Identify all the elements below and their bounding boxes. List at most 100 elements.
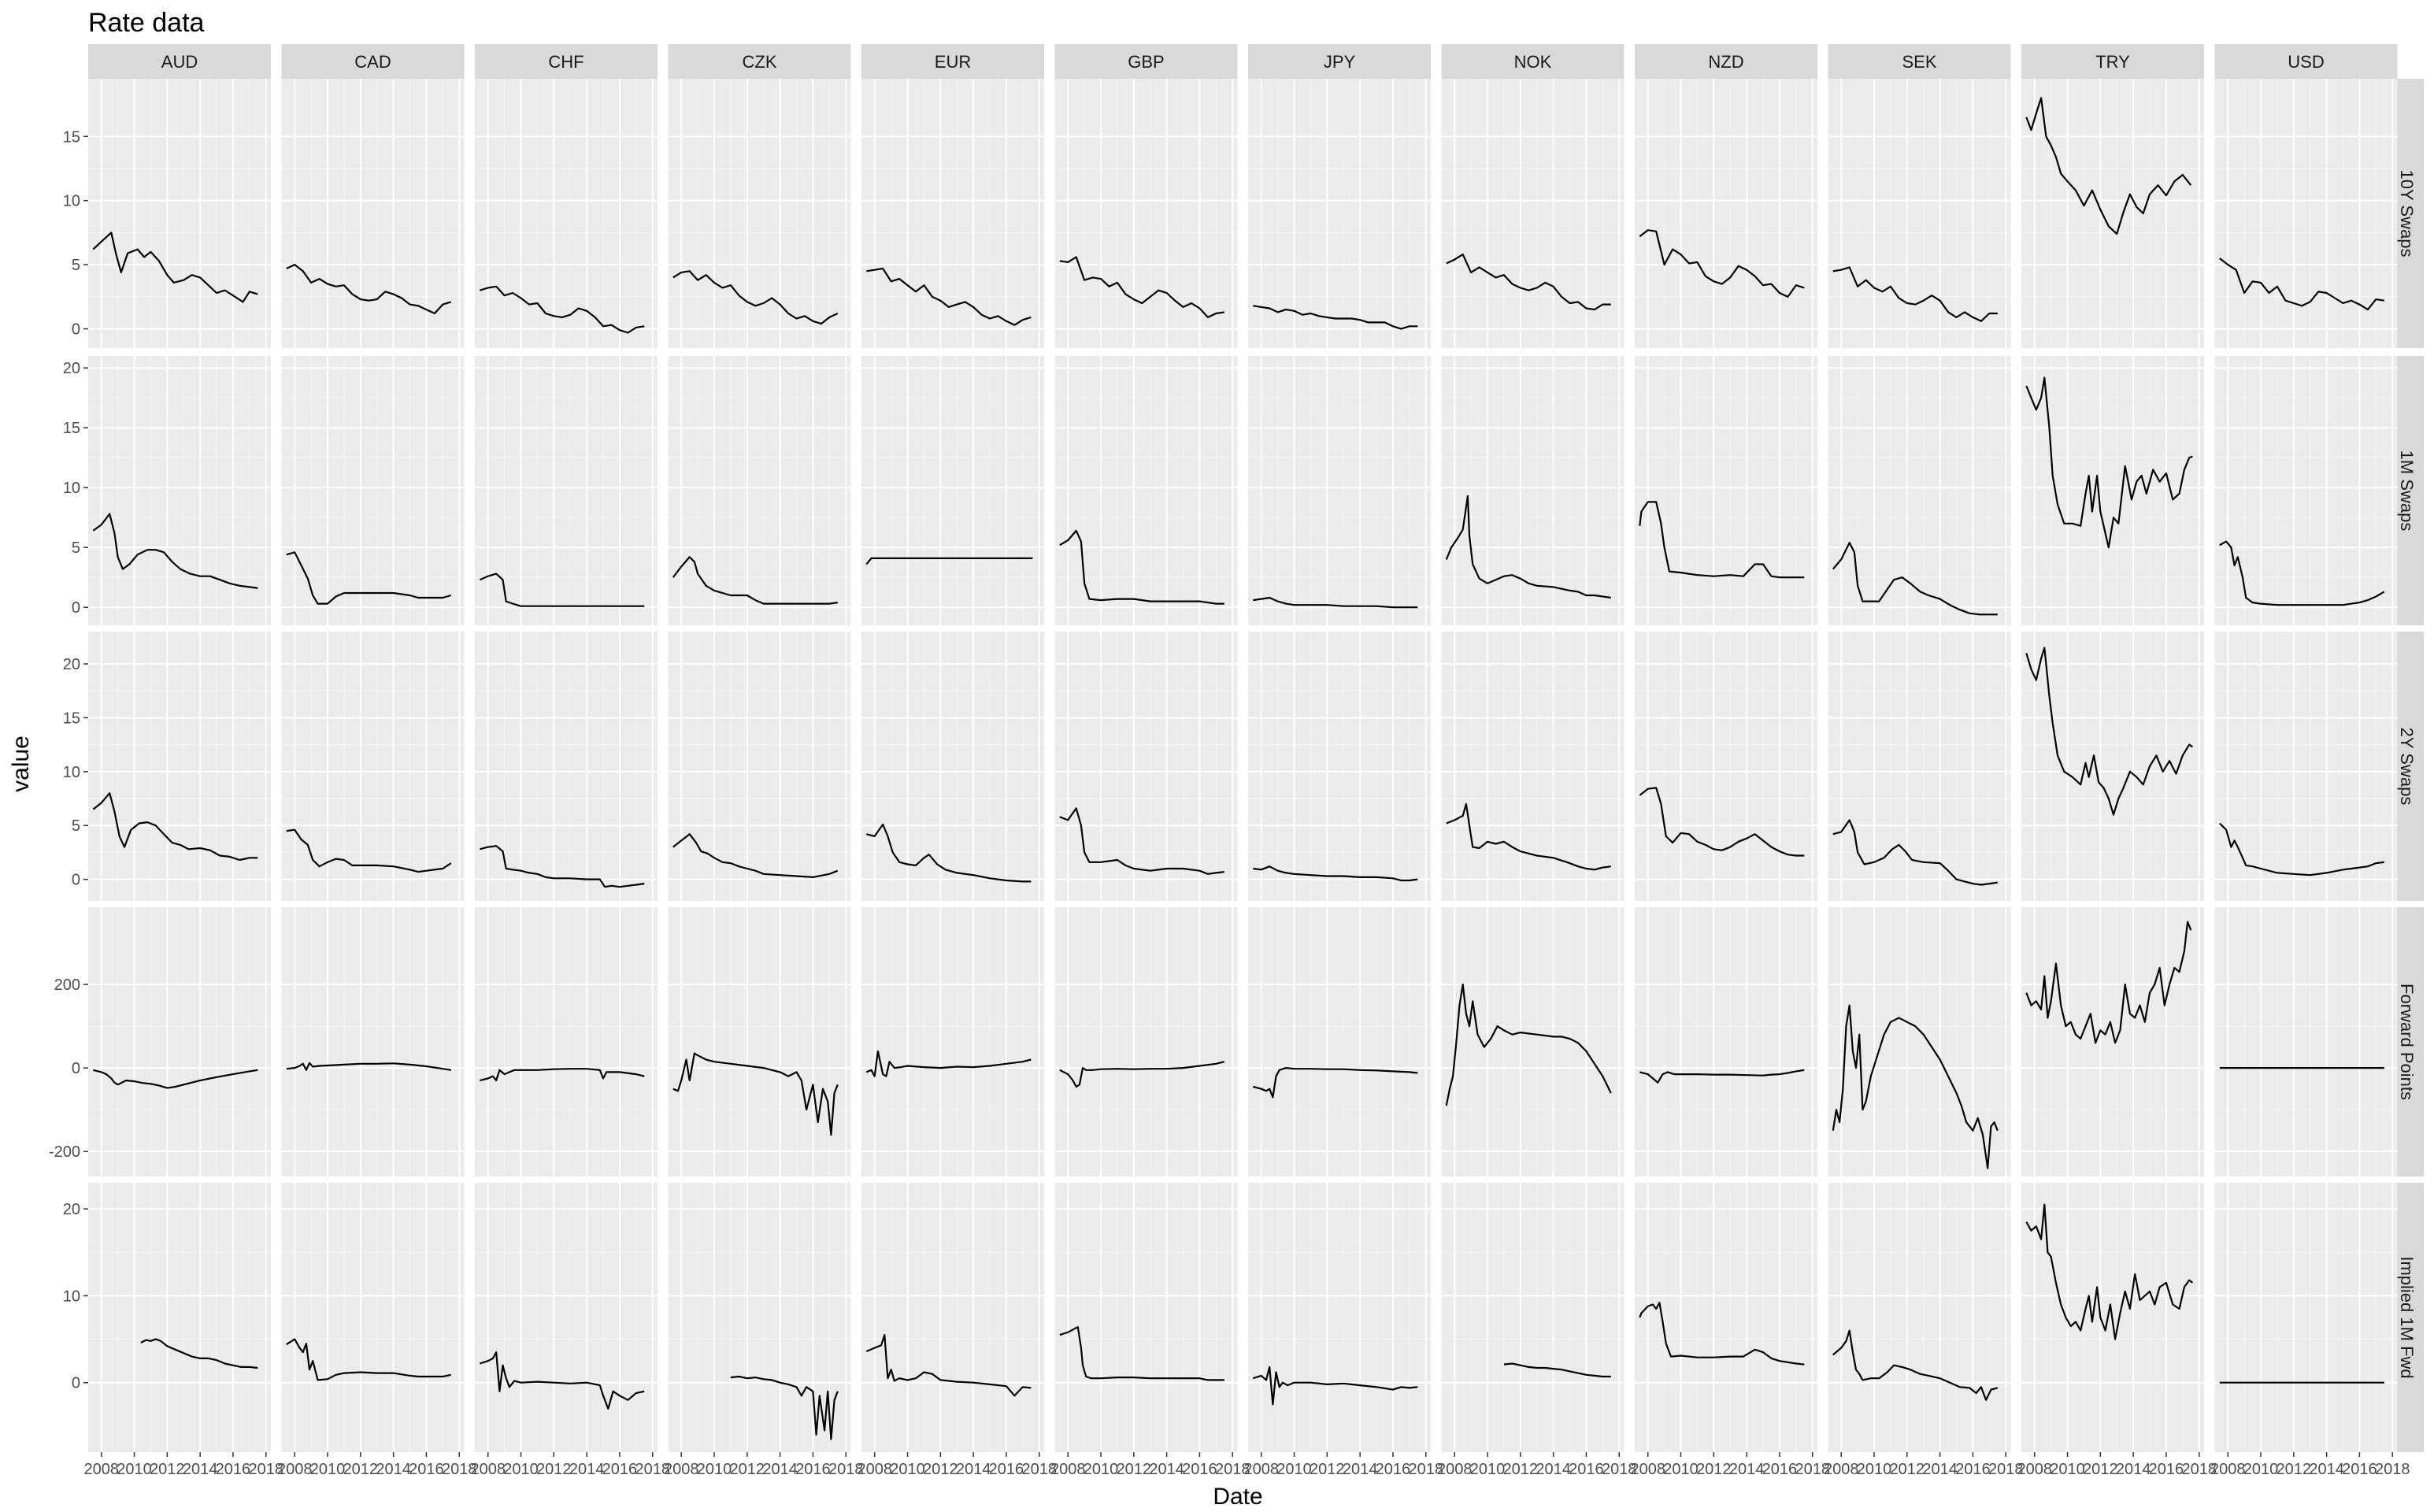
series-line-2y-swaps-sek bbox=[1832, 819, 1998, 886]
x-tick-label: 2018 bbox=[635, 1461, 670, 1478]
row-strip-label: 2Y Swaps bbox=[2397, 728, 2417, 806]
y-tick-label: 10 bbox=[63, 480, 80, 497]
panel-forward-points-nzd bbox=[1635, 907, 1817, 1177]
x-tick-label: 2010 bbox=[1470, 1461, 1506, 1478]
x-tick-label: 2008 bbox=[1824, 1461, 1859, 1478]
x-tick-label: 2016 bbox=[1376, 1461, 1411, 1478]
panel-background bbox=[2021, 907, 2204, 1177]
column-strip-label: JPY bbox=[1324, 52, 1356, 72]
y-tick-label: 20 bbox=[63, 1201, 80, 1218]
panel-1m-swaps-eur bbox=[861, 356, 1044, 625]
panel-background bbox=[88, 907, 271, 1177]
panel-background bbox=[668, 907, 851, 1177]
panel-10y-swaps-czk bbox=[668, 79, 851, 348]
y-tick-label: 20 bbox=[63, 656, 80, 673]
panel-1m-swaps-czk bbox=[668, 356, 851, 625]
chart-title: Rate data bbox=[88, 8, 205, 38]
series-line-1m-swaps-czk bbox=[672, 556, 838, 605]
panel-background bbox=[1248, 356, 1431, 625]
panel-implied-1m-fwd-aud bbox=[88, 1183, 271, 1452]
panel-background bbox=[475, 356, 658, 625]
panel-background bbox=[1054, 632, 1238, 901]
panel-2y-swaps-usd bbox=[2214, 632, 2398, 901]
series-line-10y-swaps-czk bbox=[672, 270, 839, 325]
panel-2y-swaps-sek bbox=[1828, 632, 2011, 901]
panel-background bbox=[2214, 356, 2398, 625]
series-line-2y-swaps-aud bbox=[92, 792, 258, 862]
x-tick-label: 2010 bbox=[117, 1461, 152, 1478]
series-line-forward-points-gbp bbox=[1059, 1061, 1225, 1088]
series-line-1m-swaps-cad bbox=[286, 551, 452, 605]
panel-10y-swaps-try bbox=[2021, 79, 2204, 348]
x-axis-title: Date bbox=[1213, 1484, 1262, 1510]
row-strip-label: Implied 1M Fwd bbox=[2397, 1256, 2417, 1378]
column-strip-try bbox=[2021, 44, 2204, 79]
panel-implied-1m-fwd-sek bbox=[1828, 1183, 2011, 1452]
panel-implied-1m-fwd-chf bbox=[475, 1183, 658, 1452]
series-line-1m-swaps-chf bbox=[479, 573, 645, 607]
column-strip-label: USD bbox=[2288, 52, 2324, 72]
x-tick-label: 2018 bbox=[442, 1461, 477, 1478]
y-tick-label: 200 bbox=[54, 976, 80, 994]
series-line-implied-1m-fwd-aud bbox=[140, 1338, 258, 1369]
panel-background bbox=[1441, 79, 1625, 348]
row-strip-label: 10Y Swaps bbox=[2397, 170, 2417, 258]
series-line-implied-1m-fwd-chf bbox=[479, 1351, 645, 1410]
panel-forward-points-aud bbox=[88, 907, 271, 1177]
panel-background bbox=[1441, 907, 1625, 1177]
panel-1m-swaps-try bbox=[2021, 356, 2204, 625]
column-strip-label: GBP bbox=[1128, 52, 1164, 72]
panel-implied-1m-fwd-usd bbox=[2214, 1183, 2398, 1452]
y-tick-label: 20 bbox=[63, 360, 80, 377]
series-line-2y-swaps-usd bbox=[2219, 822, 2384, 876]
row-strip-label: 1M Swaps bbox=[2397, 450, 2417, 532]
x-tick-label: 2008 bbox=[1437, 1461, 1473, 1478]
panel-1m-swaps-sek bbox=[1828, 356, 2011, 625]
panel-background bbox=[2214, 632, 2398, 901]
panel-2y-swaps-nok bbox=[1441, 632, 1625, 901]
y-tick-label: -200 bbox=[49, 1143, 80, 1161]
series-line-2y-swaps-jpy bbox=[1253, 865, 1418, 882]
series-line-implied-1m-fwd-try bbox=[2025, 1203, 2194, 1340]
x-tick-label: 2008 bbox=[470, 1461, 506, 1478]
x-tick-label: 2008 bbox=[857, 1461, 892, 1478]
series-line-1m-swaps-sek bbox=[1832, 542, 1998, 616]
x-tick-label: 2016 bbox=[989, 1461, 1024, 1478]
panel-background bbox=[1635, 907, 1817, 1177]
panel-implied-1m-fwd-cad bbox=[281, 1183, 465, 1452]
x-tick-label: 2018 bbox=[1408, 1461, 1443, 1478]
panel-background bbox=[861, 907, 1044, 1177]
x-tick-label: 2018 bbox=[1795, 1461, 1830, 1478]
panel-background bbox=[281, 632, 465, 901]
panel-background bbox=[1828, 632, 2011, 901]
panel-background bbox=[1248, 79, 1431, 348]
x-tick-label: 2008 bbox=[1050, 1461, 1086, 1478]
x-tick-label: 2014 bbox=[2309, 1461, 2344, 1478]
x-tick-label: 2018 bbox=[1215, 1461, 1250, 1478]
series-line-10y-swaps-try bbox=[2025, 97, 2192, 235]
y-tick-label: 0 bbox=[72, 321, 80, 339]
panel-forward-points-nok bbox=[1441, 907, 1625, 1177]
x-tick-label: 2014 bbox=[2116, 1461, 2151, 1478]
series-line-10y-swaps-gbp bbox=[1059, 256, 1224, 318]
x-tick-label: 2016 bbox=[409, 1461, 444, 1478]
panel-background bbox=[475, 79, 658, 348]
x-tick-label: 2010 bbox=[1276, 1461, 1312, 1478]
series-line-implied-1m-fwd-jpy bbox=[1252, 1366, 1418, 1406]
series-line-10y-swaps-cad bbox=[286, 264, 452, 315]
series-line-forward-points-czk bbox=[672, 1052, 839, 1136]
x-tick-label: 2014 bbox=[1149, 1461, 1184, 1478]
column-strip-label: CZK bbox=[743, 52, 777, 72]
x-tick-label: 2012 bbox=[2277, 1461, 2312, 1478]
x-tick-label: 2010 bbox=[1857, 1461, 1892, 1478]
panel-forward-points-sek bbox=[1828, 907, 2011, 1177]
series-line-forward-points-eur bbox=[865, 1050, 1032, 1077]
x-tick-label: 2014 bbox=[1729, 1461, 1765, 1478]
series-line-1m-swaps-eur bbox=[865, 557, 1033, 565]
y-tick-label: 10 bbox=[63, 193, 80, 210]
panel-implied-1m-fwd-czk bbox=[668, 1183, 851, 1452]
panel-background bbox=[475, 907, 658, 1177]
panel-background bbox=[475, 1183, 658, 1452]
x-tick-label: 2012 bbox=[1696, 1461, 1732, 1478]
x-tick-label: 2018 bbox=[2181, 1461, 2217, 1478]
